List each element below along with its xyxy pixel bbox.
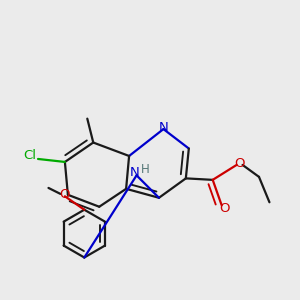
Text: Cl: Cl (23, 149, 36, 162)
Text: O: O (234, 157, 245, 170)
Text: H: H (141, 163, 150, 176)
Text: N: N (130, 166, 140, 179)
Text: O: O (219, 202, 229, 215)
Text: O: O (59, 188, 70, 201)
Text: N: N (159, 121, 169, 134)
